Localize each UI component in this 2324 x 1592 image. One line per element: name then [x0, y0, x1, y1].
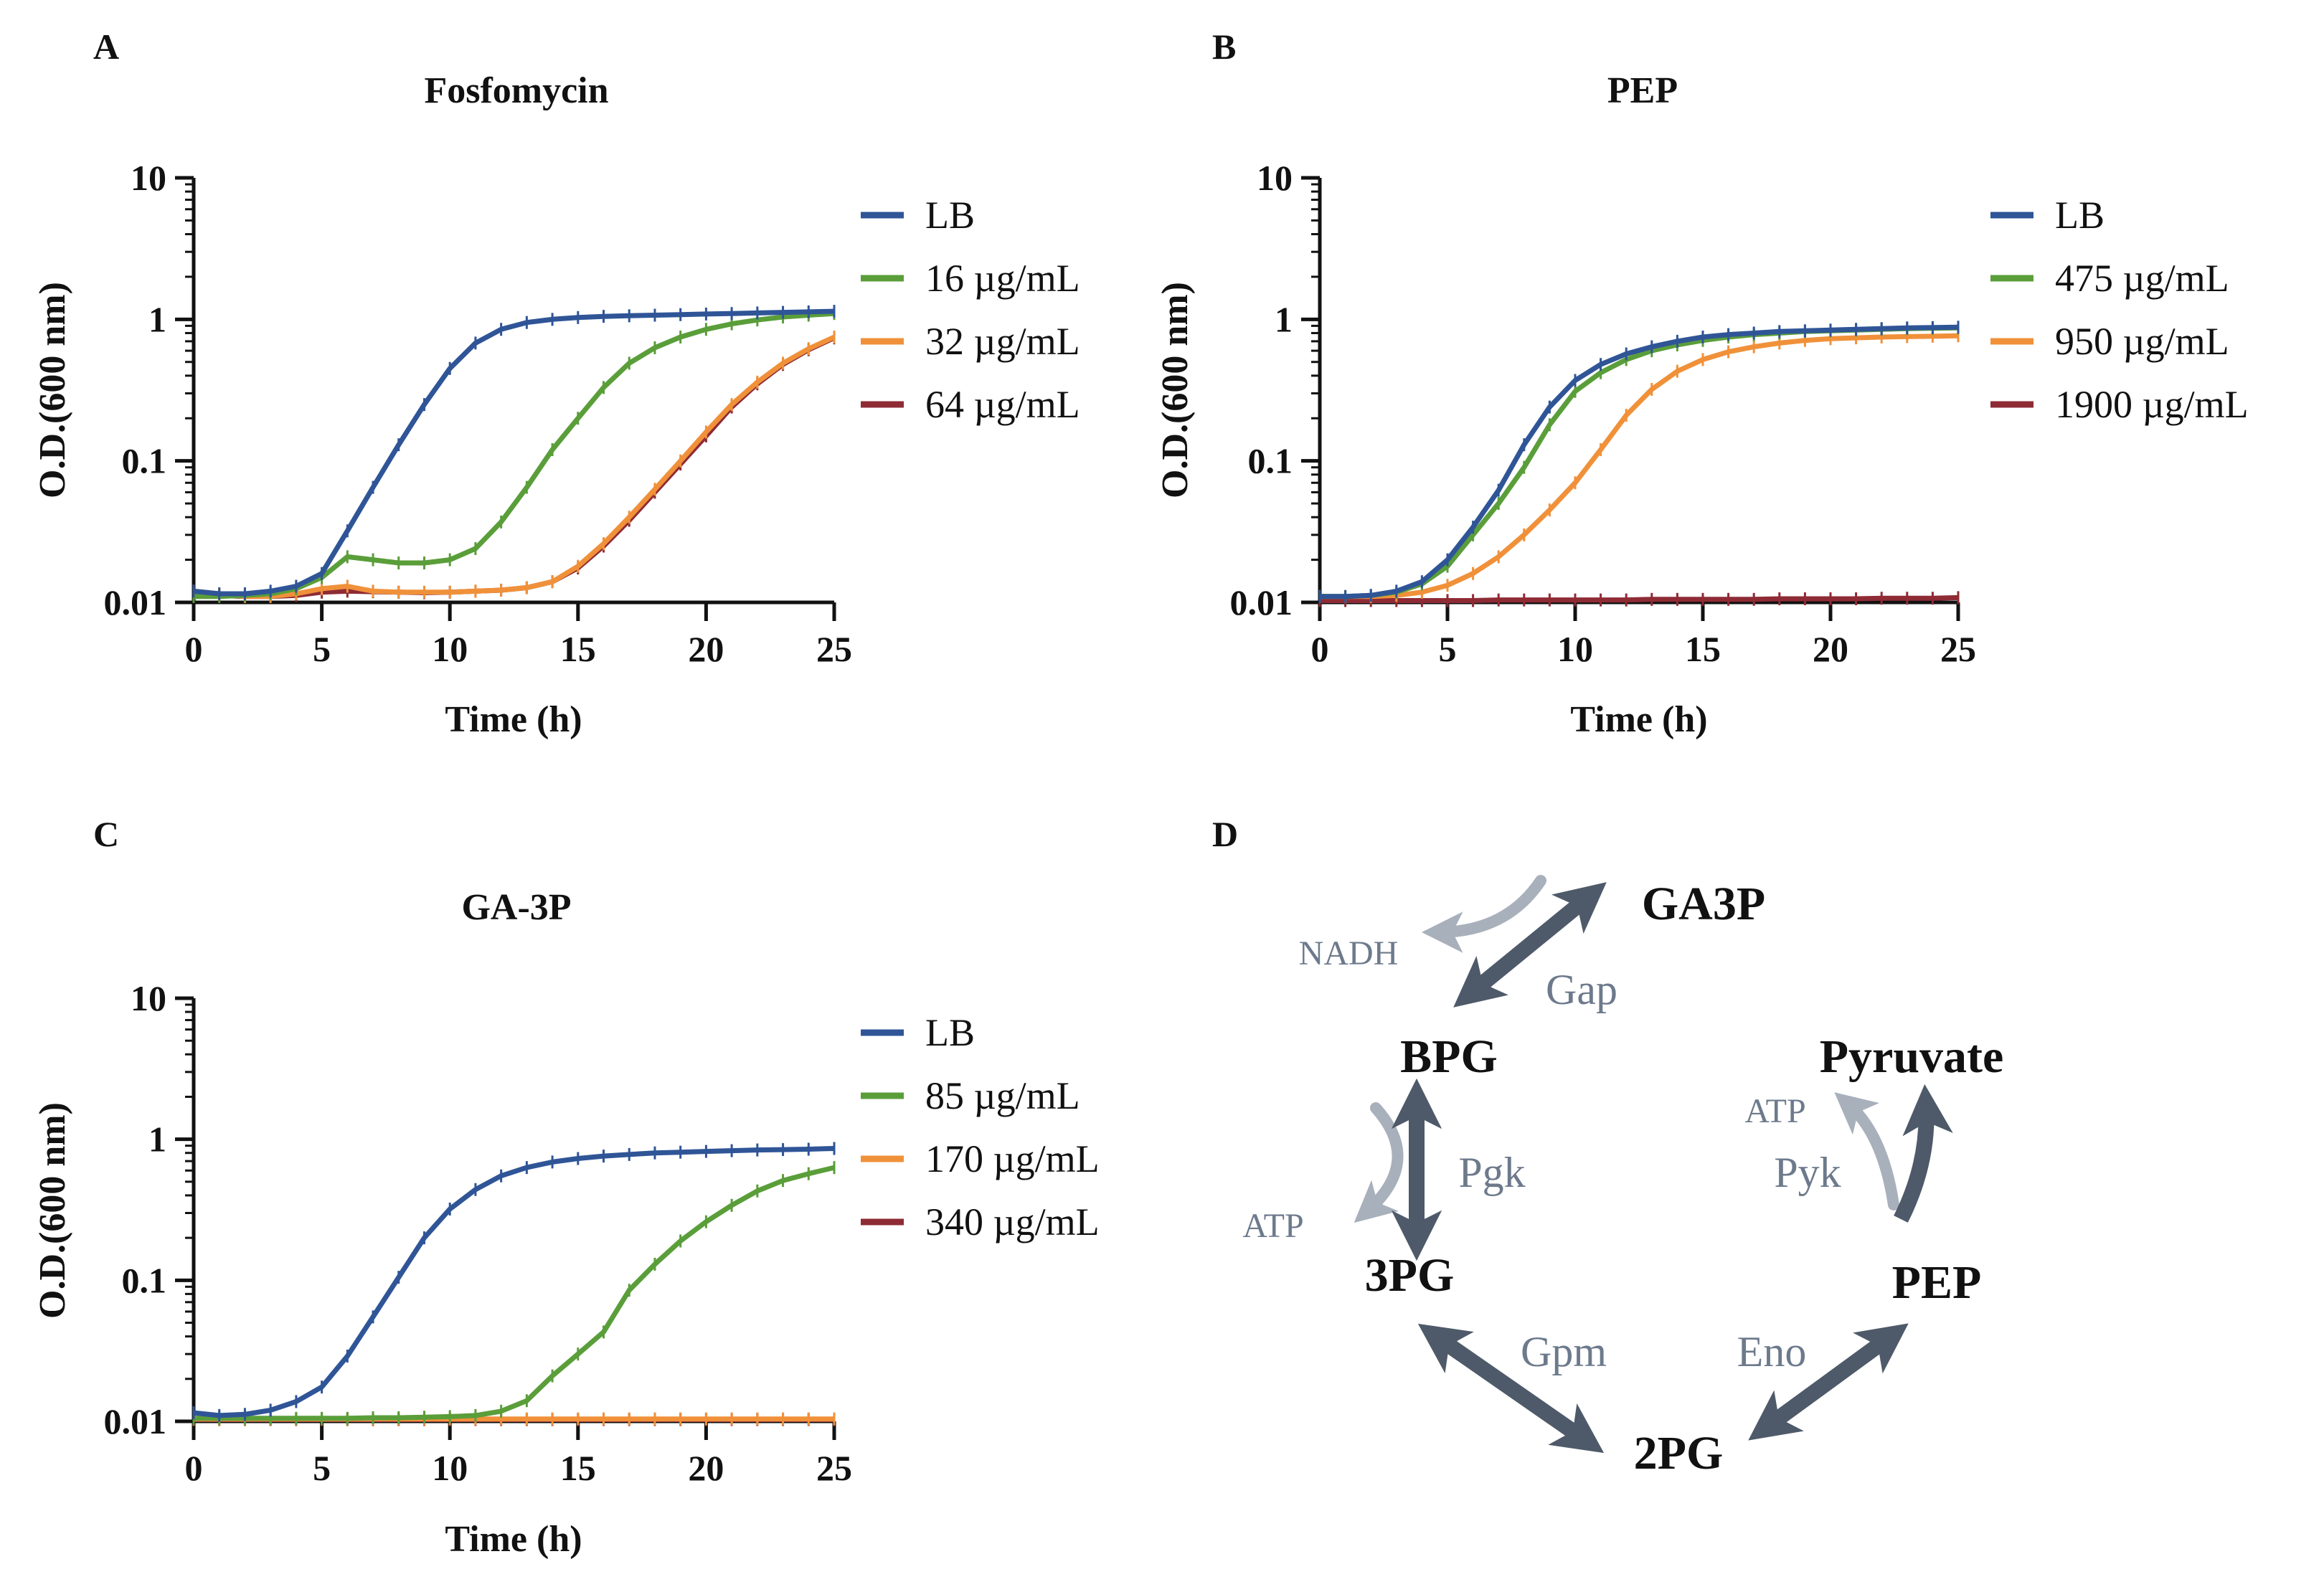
legend-label: LB: [925, 1011, 975, 1054]
x-axis-label: Time (h): [1570, 699, 1707, 740]
x-tick-label: 5: [313, 1448, 331, 1488]
legend-label: 1900 µg/mL: [2055, 383, 2249, 426]
metabolite-3pg: 3PG: [1365, 1249, 1455, 1302]
series-line: [1320, 325, 1959, 600]
cofactor-atp-pgk: ATP: [1242, 1207, 1303, 1245]
legend-label: 64 µg/mL: [925, 383, 1080, 426]
series-line: [193, 335, 836, 600]
y-tick-label: 0.01: [1230, 582, 1293, 622]
series-line: [1320, 594, 1959, 603]
panel-d: D GA3P BPG Pyruvate 3PG PEP 2PG Gap Pgk …: [1212, 814, 2003, 1479]
panel-b: B PEP 0.01 0.1 1 10 0 5 10 15 20 25 LB 475 µg/mL 950…: [1155, 27, 2249, 740]
legend-label: LB: [2055, 194, 2105, 237]
series-line: [1320, 333, 1959, 600]
x-tick-label: 15: [560, 1448, 596, 1488]
metabolite-ga3p: GA3P: [1642, 878, 1765, 930]
gpm-reaction-arrow: [1417, 1323, 1605, 1454]
y-tick-label: 1: [148, 299, 166, 339]
series-line: [1320, 324, 1959, 600]
x-tick-label: 25: [1940, 629, 1976, 669]
enzyme-gap: Gap: [1546, 966, 1617, 1013]
series-line: [194, 1165, 835, 1421]
y-tick-label: 0.01: [104, 1401, 167, 1441]
y-axis-label: O.D.(600 nm): [32, 282, 73, 498]
y-axis-label: O.D.(600 nm): [1155, 282, 1196, 498]
metabolite-2pg: 2PG: [1634, 1427, 1724, 1479]
plot-area: 0.01 0.1 1 10 0 5 10 15 20 25 LB 16 µg/mL 32 µg/mL 64…: [104, 158, 1080, 669]
metabolite-pep: PEP: [1892, 1256, 1982, 1309]
y-tick-label: 0.01: [104, 582, 167, 622]
gap-reaction-arrow: [1453, 882, 1607, 1008]
enzyme-pgk: Pgk: [1458, 1149, 1525, 1196]
series-line: [193, 308, 835, 597]
x-tick-label: 15: [1685, 629, 1721, 669]
atp-pgk-side-arrow: [1354, 1102, 1404, 1223]
x-tick-label: 10: [1557, 629, 1593, 669]
plot-area: 0.01 0.1 1 10 0 5 10 15 20 25 LB 85 µg/mL 170 µg/mL 3…: [104, 978, 1100, 1488]
x-tick-label: 5: [1439, 629, 1457, 669]
chart-title: Fosfomycin: [424, 70, 608, 111]
panel-letter-d: D: [1212, 814, 1238, 854]
series-line: [194, 311, 835, 600]
atp-pyk-side-arrow: [1834, 1092, 1899, 1210]
x-tick-label: 20: [688, 1448, 724, 1488]
panel-letter-a: A: [93, 27, 119, 67]
panel-letter-b: B: [1212, 27, 1236, 67]
legend-label: 16 µg/mL: [925, 257, 1080, 300]
nadh-side-arrow: [1421, 875, 1546, 953]
y-tick-label: 10: [1257, 158, 1293, 198]
x-tick-label: 10: [432, 1448, 468, 1488]
legend-label: 475 µg/mL: [2055, 257, 2229, 300]
y-tick-label: 10: [131, 978, 166, 1018]
series-line: [193, 1146, 835, 1418]
enzyme-gpm: Gpm: [1521, 1328, 1607, 1375]
x-tick-label: 20: [1813, 629, 1848, 669]
y-tick-label: 0.1: [122, 441, 167, 481]
enzyme-eno: Eno: [1737, 1328, 1807, 1375]
metabolite-bpg: BPG: [1400, 1030, 1498, 1083]
x-axis-label: Time (h): [445, 699, 582, 740]
legend-label: LB: [925, 194, 975, 237]
x-tick-label: 15: [560, 629, 596, 669]
panel-c: C GA-3P 0.01 0.1 1 10 0 5 10 15 20 25 LB 85 µg/mL 17…: [32, 814, 1100, 1560]
legend-label: 950 µg/mL: [2055, 320, 2229, 363]
x-axis-label: Time (h): [445, 1519, 582, 1560]
x-tick-label: 0: [185, 629, 203, 669]
chart-title: GA-3P: [461, 887, 571, 928]
enzyme-pyk: Pyk: [1774, 1149, 1841, 1196]
x-tick-label: 0: [1311, 629, 1329, 669]
legend-label: 170 µg/mL: [925, 1137, 1100, 1180]
y-axis-label: O.D.(600 nm): [32, 1102, 73, 1319]
metabolite-pyruvate: Pyruvate: [1820, 1030, 2004, 1083]
panel-a: A Fosfomycin 0.01 0.1 1 10 0 5 10 15 20 25 LB 16 µg…: [32, 27, 1080, 740]
legend-label: 340 µg/mL: [925, 1200, 1100, 1243]
cofactor-atp-pyk: ATP: [1744, 1092, 1805, 1130]
legend-label: 85 µg/mL: [925, 1074, 1080, 1117]
eno-reaction-arrow: [1748, 1323, 1909, 1441]
y-tick-label: 10: [131, 158, 166, 198]
pyk-reaction-arrow: [1894, 1084, 1953, 1223]
x-tick-label: 25: [816, 629, 852, 669]
legend-label: 32 µg/mL: [925, 320, 1080, 363]
x-tick-label: 25: [816, 1448, 852, 1488]
series-line: [193, 334, 836, 600]
cofactor-nadh: NADH: [1299, 934, 1399, 972]
panel-letter-c: C: [93, 814, 119, 854]
plot-area: 0.01 0.1 1 10 0 5 10 15 20 25 LB 475 µg/mL 950 µg/mL…: [1230, 158, 2249, 669]
y-tick-label: 0.1: [1248, 441, 1293, 481]
x-tick-label: 10: [432, 629, 468, 669]
x-tick-label: 5: [313, 629, 331, 669]
x-tick-label: 20: [688, 629, 724, 669]
y-tick-label: 0.1: [122, 1260, 167, 1300]
y-tick-label: 1: [1275, 299, 1293, 339]
chart-title: PEP: [1607, 70, 1678, 111]
x-tick-label: 0: [185, 1448, 203, 1488]
y-tick-label: 1: [148, 1119, 166, 1160]
